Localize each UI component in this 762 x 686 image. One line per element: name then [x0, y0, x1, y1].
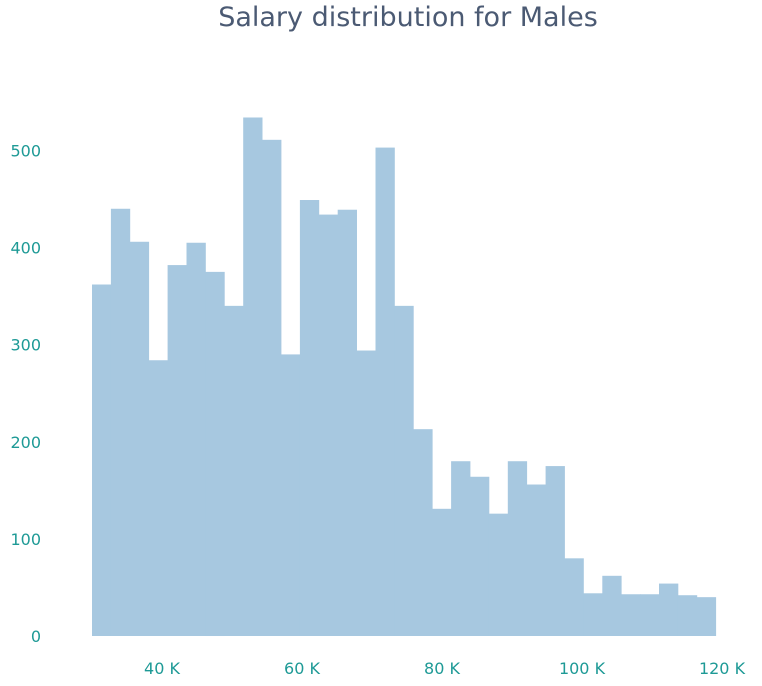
histogram-bar: [299, 200, 320, 636]
histogram-bar: [488, 513, 509, 636]
histogram-bar: [413, 429, 433, 636]
histogram-bar: [243, 117, 263, 637]
histogram-bar: [507, 461, 528, 636]
y-tick-label: 300: [10, 336, 41, 355]
histogram-bar: [583, 593, 603, 636]
histogram-bar: [375, 147, 395, 636]
histogram-bar: [432, 508, 452, 636]
histogram-bar: [545, 466, 565, 636]
x-axis-ticks: 40 K 60 K 80 K 100 K 120 K: [144, 659, 746, 678]
y-tick-label: 0: [31, 627, 41, 646]
histogram-bars: [92, 117, 717, 637]
histogram-bar: [451, 461, 471, 636]
histogram-bar: [470, 476, 490, 636]
histogram-bar: [129, 241, 150, 636]
x-tick-label: 80 K: [424, 659, 460, 678]
histogram-bar: [167, 265, 187, 636]
x-tick-label: 100 K: [559, 659, 606, 678]
x-tick-label: 120 K: [699, 659, 746, 678]
histogram-bar: [677, 595, 698, 636]
y-tick-label: 100: [10, 530, 41, 549]
x-tick-label: 40 K: [144, 659, 180, 678]
histogram-bar: [281, 354, 301, 636]
histogram-bar: [262, 139, 282, 636]
histogram-bar: [602, 575, 622, 636]
x-tick-label: 60 K: [284, 659, 320, 678]
y-tick-label: 200: [10, 433, 41, 452]
histogram-bar: [356, 350, 376, 636]
y-tick-label: 400: [10, 239, 41, 258]
histogram-bar: [224, 305, 244, 636]
histogram-bar: [92, 284, 112, 636]
histogram-bar: [640, 594, 660, 636]
histogram-bar: [318, 214, 339, 636]
histogram-bar: [621, 594, 641, 636]
histogram-bar: [394, 305, 414, 636]
histogram-bar: [337, 209, 357, 637]
histogram-bar: [526, 484, 546, 636]
histogram-bar: [205, 271, 225, 637]
histogram-bar: [564, 558, 584, 636]
histogram-bar: [659, 583, 679, 636]
y-axis-ticks: 0 100 200 300 400 500: [10, 142, 41, 647]
histogram-bar: [110, 208, 131, 636]
y-tick-label: 500: [10, 142, 41, 161]
chart-title: Salary distribution for Males: [218, 2, 598, 33]
histogram-bar: [148, 360, 168, 636]
histogram-bar: [186, 242, 206, 636]
histogram-bar: [696, 597, 717, 636]
